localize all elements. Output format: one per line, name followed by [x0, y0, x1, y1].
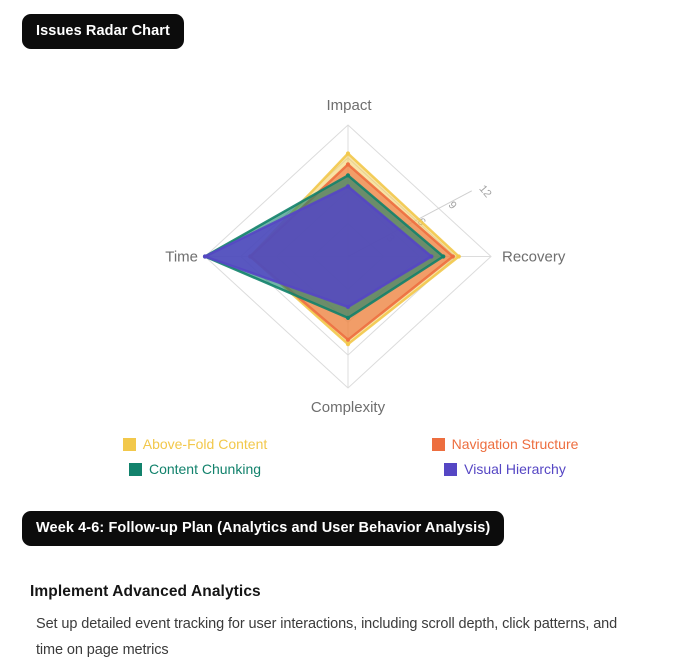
legend-label: Visual Hierarchy [464, 461, 566, 477]
series-point-above-fold-content-impact [345, 151, 351, 156]
legend-swatch-icon [122, 437, 136, 451]
axis-label-recovery: Recovery [502, 249, 566, 266]
legend-swatch-icon [431, 437, 445, 451]
tick-label-12: 12 [477, 183, 494, 200]
radar-series-visual-hierarchy [202, 184, 434, 309]
series-point-navigation-structure-complexity [345, 337, 351, 342]
legend-swatch-icon [128, 462, 142, 476]
series-point-visual-hierarchy-impact [345, 184, 351, 189]
series-point-visual-hierarchy-recovery [429, 254, 434, 259]
legend-label: Above-Fold Content [142, 436, 268, 452]
section-heading: Implement Advanced Analytics [30, 583, 261, 600]
radar-chart: 36912ImpactRecoveryComplexityTime [0, 85, 693, 425]
legend-swatch-icon [444, 462, 458, 476]
followup-plan-badge: Week 4-6: Follow-up Plan (Analytics and … [22, 511, 505, 546]
tick-label-9: 9 [446, 199, 459, 211]
legend-item-visual-hierarchy[interactable]: Visual Hierarchy [350, 459, 660, 479]
legend-item-content-chunking[interactable]: Content Chunking [40, 459, 350, 479]
series-point-content-chunking-complexity [345, 315, 351, 320]
body-line-2: time on page metrics [36, 642, 169, 658]
axis-label-impact: Impact [326, 97, 372, 114]
radar-chart-canvas: 36912ImpactRecoveryComplexityTime [165, 97, 566, 416]
series-point-navigation-structure-recovery [450, 254, 455, 259]
legend-item-above-fold-content[interactable]: Above-Fold Content [40, 434, 350, 454]
series-point-content-chunking-recovery [441, 254, 446, 259]
axis-label-complexity: Complexity [311, 399, 386, 416]
series-point-visual-hierarchy-complexity [345, 304, 351, 309]
section-body: Set up detailed event tracking for user … [36, 611, 686, 663]
legend-label: Navigation Structure [451, 436, 579, 452]
series-point-visual-hierarchy-time [202, 254, 208, 259]
body-line-1: Set up detailed event tracking for user … [36, 616, 618, 632]
series-point-navigation-structure-impact [345, 162, 351, 167]
axis-label-time: Time [165, 249, 198, 266]
issues-radar-chart-badge: Issues Radar Chart [22, 14, 184, 49]
series-point-above-fold-content-recovery [456, 254, 461, 259]
legend-label: Content Chunking [148, 461, 262, 477]
series-point-content-chunking-impact [345, 173, 351, 178]
legend-item-navigation-structure[interactable]: Navigation Structure [350, 434, 660, 454]
chart-legend: Above-Fold Content Navigation Structure Co… [40, 434, 660, 479]
series-point-above-fold-content-complexity [345, 342, 351, 347]
